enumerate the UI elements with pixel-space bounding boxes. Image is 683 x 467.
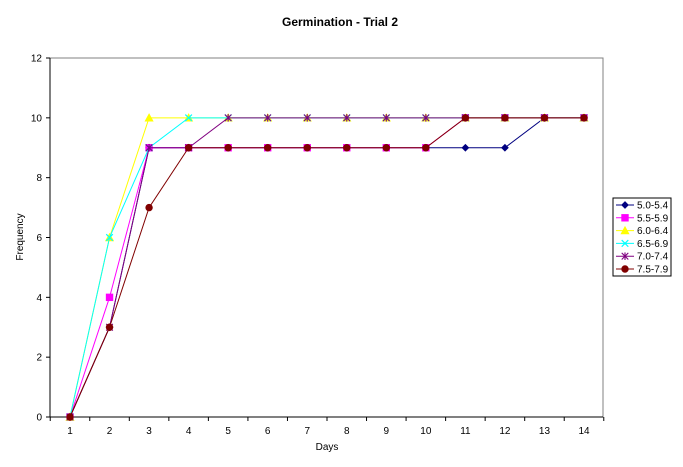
chart-title: Germination - Trial 2 [282, 15, 398, 29]
x-tick-label: 2 [107, 426, 113, 437]
data-point [501, 143, 509, 152]
x-tick-label: 10 [420, 426, 432, 437]
data-point [66, 413, 74, 421]
data-point [303, 114, 311, 122]
data-point [145, 203, 153, 212]
legend-item: 7.0-7.4 [616, 252, 669, 263]
data-point [105, 293, 114, 302]
data-point [184, 114, 193, 122]
data-point [303, 144, 311, 152]
y-tick-label: 10 [31, 113, 43, 124]
data-point [422, 144, 430, 152]
x-tick-label: 1 [67, 426, 73, 437]
y-tick-label: 4 [36, 293, 42, 304]
legend-box [612, 197, 672, 277]
data-point [105, 233, 114, 242]
data-point [461, 143, 470, 152]
data-point [145, 143, 153, 152]
x-tick-label: 6 [265, 426, 271, 437]
x-tick-label: 11 [460, 426, 471, 437]
x-tick-label: 5 [225, 426, 231, 437]
legend-marker [621, 214, 629, 222]
x-tick-label: 3 [146, 426, 152, 437]
y-tick-label: 8 [36, 173, 42, 184]
x-tick-label: 12 [499, 426, 511, 437]
y-axis-label: Frequency [15, 213, 26, 260]
data-point [343, 144, 351, 152]
legend-item: 6.5-6.9 [616, 239, 669, 250]
data-point [264, 114, 272, 122]
legend-label: 5.0-5.4 [637, 201, 669, 212]
legend-marker [620, 225, 630, 235]
data-point [501, 114, 509, 122]
data-point [461, 114, 470, 122]
legend-item: 6.0-6.4 [616, 225, 669, 237]
legend-marker [621, 239, 629, 248]
x-tick-label: 9 [384, 426, 390, 437]
x-tick-label: 14 [578, 426, 590, 437]
legend-marker [621, 265, 629, 273]
y-axis-ticks: 0 2 4 6 8 10 12 [31, 54, 50, 424]
x-tick-label: 8 [344, 426, 350, 437]
legend-label: 7.5-7.9 [637, 265, 669, 276]
legend-item: 5.0-5.4 [616, 201, 669, 212]
legend-label: 5.5-5.9 [637, 213, 669, 224]
data-point [144, 113, 154, 122]
series-7-5-7-9 [66, 114, 588, 421]
data-point [343, 114, 351, 122]
y-tick-label: 6 [36, 233, 42, 244]
data-point [540, 114, 549, 122]
legend-label: 7.0-7.4 [637, 252, 669, 263]
y-tick-label: 12 [31, 54, 43, 65]
data-point [184, 144, 193, 152]
y-tick-label: 2 [36, 353, 42, 364]
series-line [69, 117, 584, 418]
legend-item: 5.5-5.9 [616, 213, 669, 224]
legend-marker [621, 201, 629, 209]
x-axis-ticks: 1 2 3 4 5 6 7 8 9 10 11 12 13 14 [49, 417, 605, 437]
series-layer [65, 113, 589, 421]
legend-label: 6.0-6.4 [637, 226, 669, 237]
data-point [224, 114, 232, 122]
x-axis-label: Days [316, 442, 339, 453]
legend-marker [621, 252, 629, 260]
y-tick-label: 0 [36, 413, 42, 424]
legend-item: 7.5-7.9 [616, 265, 669, 276]
x-tick-label: 4 [186, 426, 192, 437]
data-point [382, 114, 390, 122]
x-tick-label: 7 [304, 426, 310, 437]
x-tick-label: 13 [539, 426, 551, 437]
data-point [105, 323, 114, 331]
legend-label: 6.5-6.9 [637, 239, 669, 250]
data-point [580, 114, 588, 122]
plot-area [49, 57, 604, 418]
data-point [224, 144, 232, 152]
data-point [422, 114, 430, 122]
data-point [382, 144, 391, 152]
data-point [263, 144, 272, 152]
legend: 5.0-5.45.5-5.9 6.0-6.4 6.5-6.9 7.0-7.4 7.5-7… [612, 197, 672, 277]
